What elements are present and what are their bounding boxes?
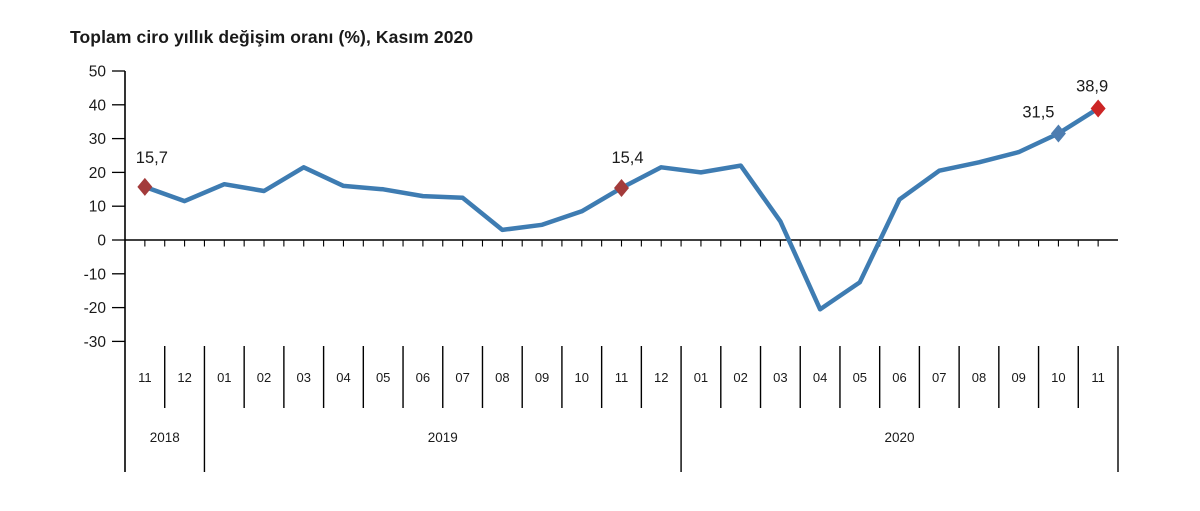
- x-month-label: 01: [217, 370, 231, 385]
- x-month-label: 06: [892, 370, 906, 385]
- x-month-label: 11: [615, 370, 629, 385]
- data-point-marker: [1050, 124, 1066, 143]
- x-month-label: 08: [495, 370, 509, 385]
- x-month-label: 05: [376, 370, 390, 385]
- x-month-label: 10: [575, 370, 589, 385]
- x-month-label: 07: [455, 370, 469, 385]
- data-point-label: 15,4: [611, 149, 643, 167]
- x-month-label: 08: [972, 370, 986, 385]
- series-line: [142, 106, 1101, 312]
- data-point-marker: [614, 178, 629, 197]
- x-month-label: 03: [773, 370, 787, 385]
- data-point-marker: [137, 177, 153, 196]
- chart-title: Toplam ciro yıllık değişim oranı (%), Ka…: [70, 27, 474, 47]
- x-month-label: 03: [297, 370, 311, 385]
- data-point-label: 31,5: [1022, 104, 1054, 122]
- y-tick-label: 30: [89, 131, 107, 148]
- y-tick-label: -30: [84, 334, 107, 351]
- y-tick-label: 40: [89, 97, 107, 114]
- x-month-label: 10: [1051, 370, 1065, 385]
- x-month-label: 02: [257, 370, 271, 385]
- y-tick-label: 20: [89, 165, 107, 182]
- x-month-label: 06: [416, 370, 430, 385]
- x-month-label: 05: [853, 370, 867, 385]
- y-tick-label: -20: [84, 300, 107, 317]
- x-month-label: 09: [535, 370, 549, 385]
- x-month-label: 12: [177, 370, 191, 385]
- x-month-label: 11: [138, 370, 152, 385]
- y-tick-label: 50: [89, 64, 107, 81]
- x-month-label: 04: [336, 370, 350, 385]
- x-month-label: 07: [932, 370, 946, 385]
- x-year-label: 2018: [150, 430, 180, 445]
- data-point-label: 15,7: [136, 149, 168, 167]
- data-point-marker: [1090, 99, 1106, 118]
- x-month-label: 01: [694, 370, 708, 385]
- x-month-label: 11: [1091, 370, 1105, 385]
- data-point-label: 38,9: [1076, 78, 1108, 96]
- x-month-label: 02: [733, 370, 747, 385]
- y-tick-label: -10: [84, 266, 107, 283]
- y-tick-label: 10: [89, 199, 107, 216]
- x-month-label: 12: [654, 370, 668, 385]
- x-year-label: 2019: [428, 430, 458, 445]
- x-month-label: 09: [1011, 370, 1025, 385]
- x-year-label: 2020: [885, 430, 915, 445]
- x-month-label: 04: [813, 370, 827, 385]
- y-tick-label: 0: [97, 233, 106, 250]
